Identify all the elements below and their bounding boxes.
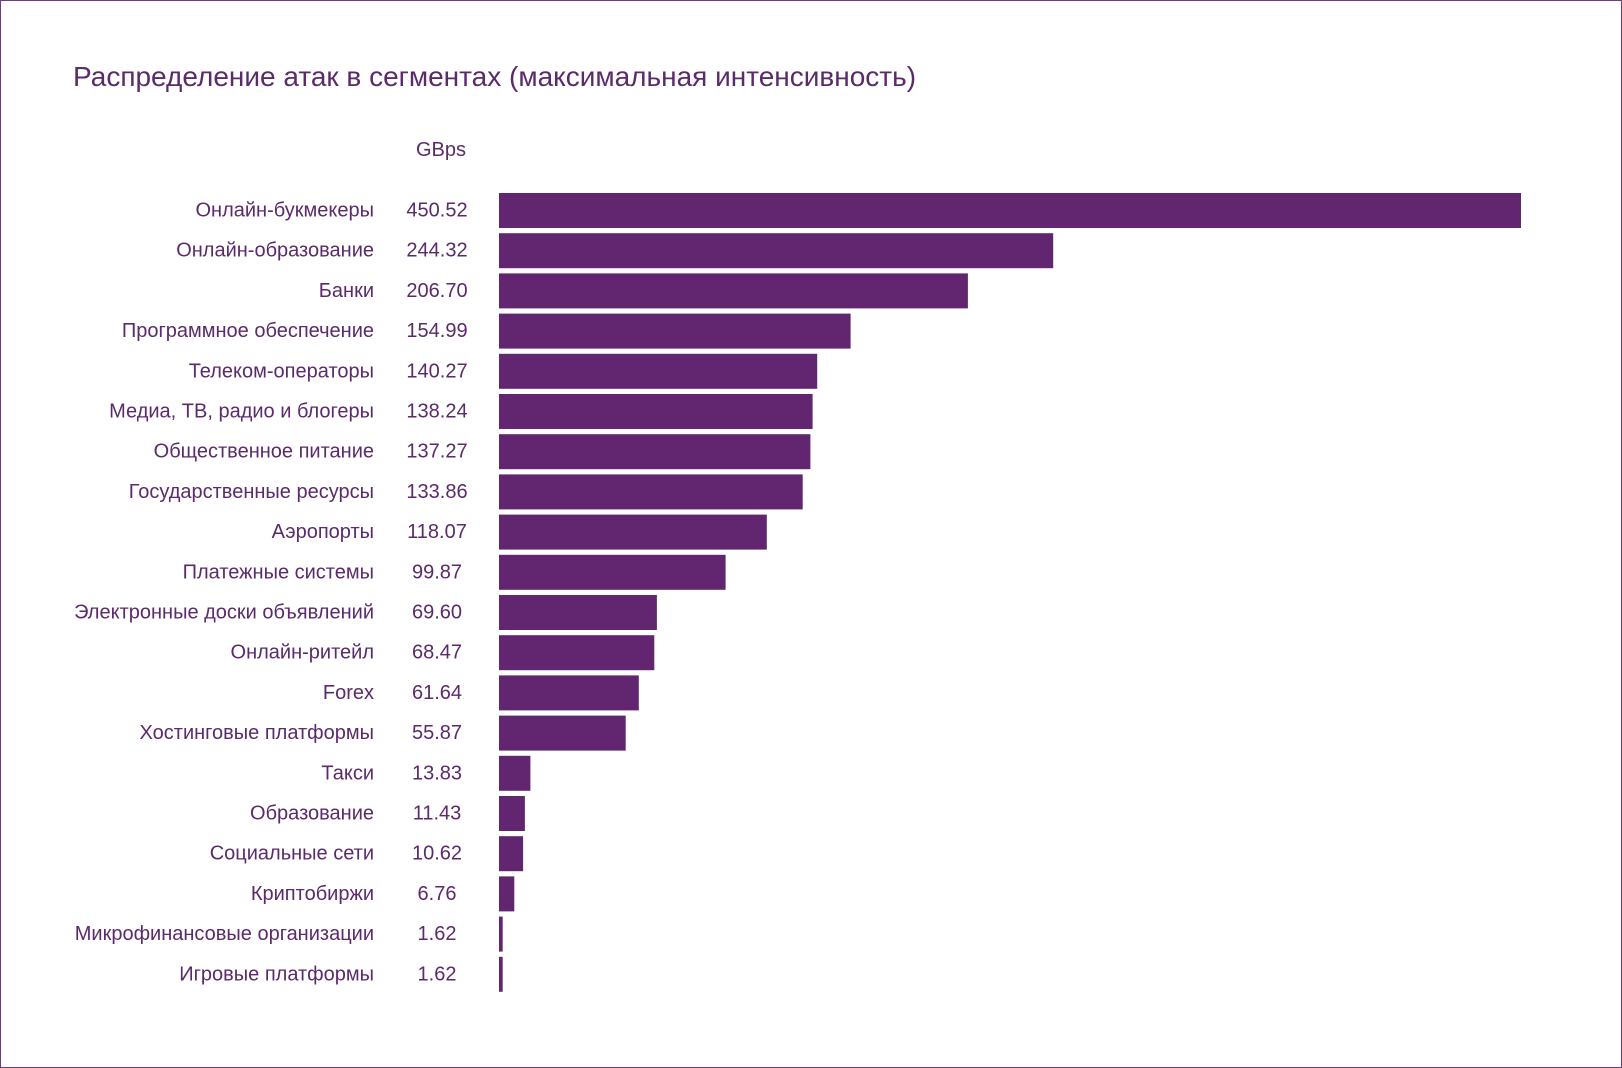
category-label: Forex: [323, 682, 374, 704]
value-label: 61.64: [412, 682, 462, 704]
category-label: Онлайн-образование: [176, 240, 374, 262]
value-column-header: GBps: [415, 139, 467, 161]
value-label: 244.32: [406, 240, 467, 262]
bar: [499, 675, 639, 711]
value-label: 1.62: [418, 963, 457, 985]
chart-title: Распределение атак в сегментах (максимал…: [73, 61, 917, 92]
category-label: Государственные ресурсы: [129, 481, 374, 503]
value-label: 69.60: [412, 602, 462, 624]
value-label: 11.43: [413, 803, 462, 825]
value-label: 137.27: [406, 441, 467, 463]
bar: [499, 755, 531, 791]
category-label: Хостинговые платформы: [140, 722, 374, 744]
bar: [499, 876, 515, 912]
bar: [499, 394, 813, 429]
value-label: 133.86: [406, 481, 467, 503]
value-label: 140.27: [406, 360, 467, 382]
bar: [499, 434, 811, 470]
value-label: 13.83: [412, 762, 462, 784]
category-label: Игровые платформы: [179, 963, 374, 985]
value-label: 6.76: [418, 883, 457, 905]
category-label: Образование: [250, 803, 374, 825]
bar: [499, 193, 1521, 228]
category-label: Телеком-операторы: [189, 360, 374, 382]
bar: [499, 353, 818, 389]
category-label: Общественное питание: [154, 441, 374, 463]
bar: [499, 313, 851, 349]
value-label: 138.24: [406, 401, 467, 423]
bar: [499, 233, 1054, 269]
value-label: 206.70: [406, 280, 467, 302]
value-label: 154.99: [406, 320, 467, 342]
category-label: Программное обеспечение: [122, 320, 374, 342]
bar: [499, 956, 503, 992]
bar: [499, 474, 803, 510]
category-label: Платежные системы: [183, 561, 374, 583]
bar: [499, 916, 503, 952]
category-label: Банки: [319, 280, 374, 302]
bar: [499, 595, 657, 630]
category-label: Онлайн-ритейл: [231, 642, 374, 664]
value-label: 118.07: [407, 521, 467, 543]
bar: [499, 635, 655, 671]
category-label: Онлайн-букмекеры: [195, 200, 374, 222]
value-label: 99.87: [412, 561, 462, 583]
category-label: Социальные сети: [210, 843, 374, 865]
category-label: Медиа, ТВ, радио и блогеры: [109, 401, 374, 423]
category-label: Электронные доски объявлений: [74, 602, 374, 624]
value-label: 1.62: [418, 923, 457, 945]
bar: [499, 715, 626, 751]
category-label: Криптобиржи: [251, 883, 374, 905]
value-label: 55.87: [412, 722, 462, 744]
value-label: 10.62: [412, 843, 462, 865]
value-label: 68.47: [412, 642, 462, 664]
bar: [499, 554, 726, 590]
bar: [499, 796, 525, 831]
category-label: Микрофинансовые организации: [75, 923, 374, 945]
bar: [499, 273, 968, 309]
bar: [499, 836, 524, 872]
value-label: 450.52: [406, 200, 467, 222]
bar: [499, 514, 767, 550]
category-label: Такси: [321, 762, 374, 784]
category-label: Аэропорты: [272, 521, 374, 543]
